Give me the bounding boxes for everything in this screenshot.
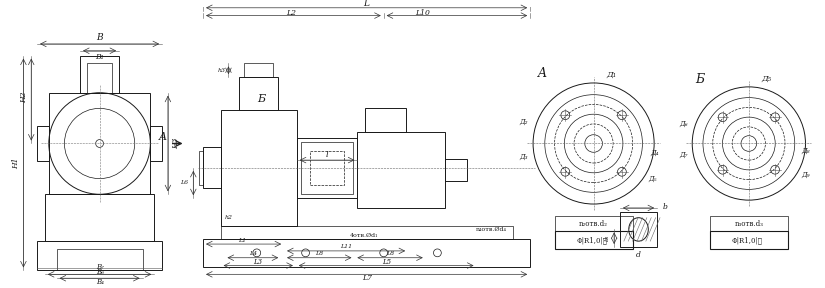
Bar <box>49 93 150 194</box>
Text: B₇: B₇ <box>96 263 103 270</box>
Text: Φ|R1,0|Ⓞ: Φ|R1,0|Ⓞ <box>732 236 762 244</box>
Text: Д₉: Д₉ <box>801 171 809 179</box>
Bar <box>244 63 273 77</box>
Bar <box>37 241 162 270</box>
Text: L2: L2 <box>286 9 296 17</box>
Text: B: B <box>97 33 103 41</box>
Bar <box>310 151 344 185</box>
Text: n₄отв.Ød₄: n₄отв.Ød₄ <box>475 227 507 232</box>
Text: L3: L3 <box>253 258 262 266</box>
Bar <box>710 216 788 231</box>
Bar <box>203 239 530 266</box>
Text: Д₅: Д₅ <box>761 75 771 83</box>
Text: h3: h3 <box>218 68 225 73</box>
Text: B₆: B₆ <box>96 268 103 276</box>
Text: Д₈: Д₈ <box>801 147 809 155</box>
Text: L8: L8 <box>315 251 323 256</box>
Text: L4: L4 <box>249 251 257 256</box>
Text: L11: L11 <box>341 245 352 249</box>
Text: L1: L1 <box>238 238 246 243</box>
Bar <box>80 56 119 93</box>
Text: Д₇: Д₇ <box>679 151 688 159</box>
Text: d: d <box>636 251 641 259</box>
Text: 4отв.Ød₁: 4отв.Ød₁ <box>350 233 379 238</box>
Text: Б: Б <box>695 73 705 86</box>
Bar <box>150 126 162 161</box>
Bar <box>620 212 657 247</box>
Text: Φ|R1,0|Ⓞ: Φ|R1,0|Ⓞ <box>576 236 607 244</box>
Text: L: L <box>363 0 369 8</box>
Text: L8: L8 <box>386 251 394 256</box>
Bar <box>87 63 112 93</box>
Text: Д₆: Д₆ <box>679 120 688 128</box>
Bar <box>37 126 49 161</box>
Bar <box>203 147 220 188</box>
Text: L6: L6 <box>181 180 189 185</box>
Bar <box>57 249 143 270</box>
Text: n₂отв.d₂: n₂отв.d₂ <box>579 219 608 228</box>
Text: n₃отв.d₃: n₃отв.d₃ <box>734 219 763 228</box>
Text: B₁: B₁ <box>95 53 104 60</box>
Text: L7: L7 <box>362 274 372 282</box>
Bar <box>357 132 446 208</box>
Bar <box>220 110 297 226</box>
Text: l: l <box>326 151 328 159</box>
Bar <box>365 108 406 132</box>
Bar <box>297 138 357 198</box>
Bar <box>300 141 353 194</box>
Bar <box>239 77 278 110</box>
Bar <box>710 231 788 249</box>
Bar <box>554 216 633 231</box>
Text: A: A <box>159 132 167 142</box>
Bar <box>199 151 203 185</box>
Text: h2: h2 <box>224 215 233 220</box>
Text: Б: Б <box>257 94 266 104</box>
Text: b: b <box>662 203 667 211</box>
Bar <box>45 194 154 241</box>
Text: Д₄: Д₄ <box>650 149 658 157</box>
Bar <box>554 231 633 249</box>
Bar <box>220 226 512 239</box>
Text: L5: L5 <box>382 258 391 266</box>
Text: Д₂: Д₂ <box>519 118 527 126</box>
Text: b₁: b₁ <box>605 235 610 241</box>
Text: B₄: B₄ <box>96 278 103 286</box>
Bar <box>446 159 467 181</box>
Text: H1: H1 <box>12 157 21 169</box>
Text: H3: H3 <box>172 138 180 149</box>
Text: Д₅: Д₅ <box>648 175 657 183</box>
Text: L10: L10 <box>415 9 430 17</box>
Text: H2: H2 <box>21 92 28 103</box>
Text: Д₁: Д₁ <box>606 71 616 79</box>
Text: Д₃: Д₃ <box>519 153 527 161</box>
Text: A: A <box>539 67 547 80</box>
